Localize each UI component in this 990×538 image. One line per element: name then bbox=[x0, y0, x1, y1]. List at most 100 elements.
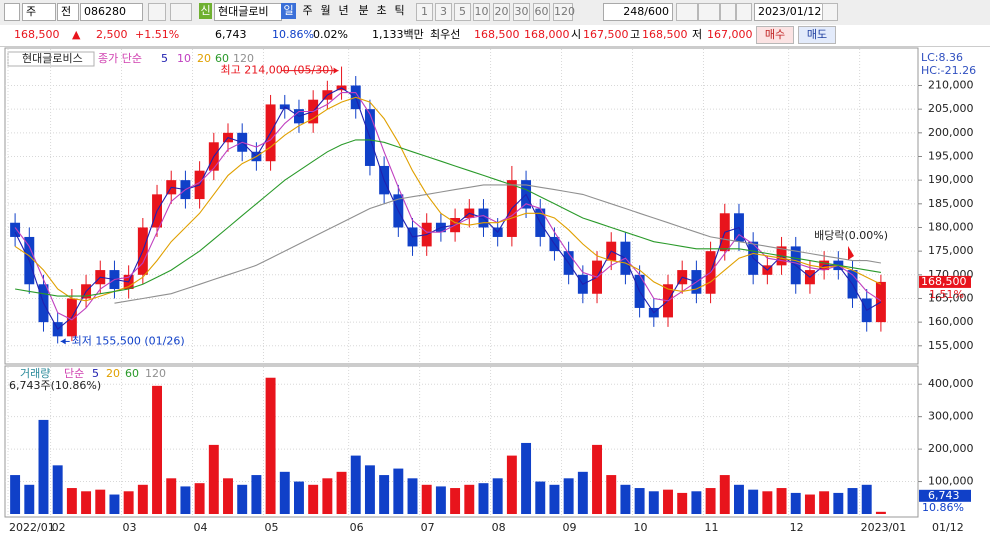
market-select[interactable]: 주 bbox=[22, 3, 56, 21]
interval-button[interactable]: 20 bbox=[493, 3, 510, 21]
volume-bar bbox=[833, 492, 844, 514]
low-annotation: 최저 155,500 (01/26) bbox=[72, 334, 185, 347]
legend-entry: 60 bbox=[215, 52, 229, 65]
volume-box-label: 6,743 bbox=[928, 489, 960, 502]
volume-bar bbox=[861, 484, 872, 514]
count-input[interactable]: 248/600 bbox=[603, 3, 673, 21]
volume-bar bbox=[450, 488, 461, 514]
legend-entry: 20 bbox=[197, 52, 211, 65]
legend-entry: 5 bbox=[161, 52, 168, 65]
x-tick-label: 03 bbox=[123, 521, 137, 534]
legend-entry: 120 bbox=[233, 52, 254, 65]
date-input[interactable]: 2023/01/12 bbox=[754, 3, 824, 21]
dividend-annotation: 배당락(0.00%) bbox=[814, 229, 888, 242]
y-tick-label: 200,000 bbox=[928, 442, 974, 455]
volume-bar bbox=[577, 471, 588, 514]
legend-title: 거래량 bbox=[20, 367, 50, 380]
prev-button[interactable]: 전 bbox=[57, 3, 79, 21]
best-label: 최우선 bbox=[430, 28, 461, 41]
y-tick-label: 185,000 bbox=[928, 197, 974, 210]
volume-bar bbox=[549, 484, 560, 514]
interval-button[interactable]: 5 bbox=[454, 3, 471, 21]
sound-button[interactable] bbox=[170, 3, 192, 21]
period-button[interactable]: 주 bbox=[302, 4, 313, 17]
y-tick-label: 300,000 bbox=[928, 410, 974, 423]
low-arrowhead bbox=[60, 338, 66, 345]
amount: 1,133백만 bbox=[372, 28, 424, 41]
volume-bar bbox=[634, 488, 645, 514]
tool-button[interactable] bbox=[698, 3, 720, 21]
code-input[interactable]: 086280 bbox=[80, 3, 143, 21]
y-tick-label: 160,000 bbox=[928, 315, 974, 328]
volume-bar bbox=[166, 478, 177, 514]
ask: 168,500 bbox=[474, 28, 520, 41]
volume-bar bbox=[123, 491, 134, 514]
volume-bar bbox=[804, 494, 815, 514]
volume-box bbox=[919, 489, 971, 502]
save-button[interactable] bbox=[720, 3, 736, 21]
period-button[interactable]: 초 bbox=[376, 4, 387, 17]
volume-bar bbox=[563, 478, 574, 514]
low-label: 저 bbox=[692, 28, 703, 41]
volume-bar bbox=[137, 484, 148, 514]
period-button[interactable]: 일 bbox=[281, 3, 296, 19]
volume-bar bbox=[875, 511, 886, 514]
period-button[interactable]: 월 bbox=[320, 4, 331, 17]
volume-bar bbox=[379, 475, 390, 514]
volume-bar bbox=[208, 444, 219, 514]
price-box bbox=[919, 275, 971, 288]
volume-bar bbox=[606, 475, 617, 514]
period-button[interactable]: 년 bbox=[338, 4, 349, 17]
interval-button[interactable]: 10 bbox=[473, 3, 490, 21]
search-button[interactable] bbox=[148, 3, 166, 21]
volume-bar bbox=[81, 491, 92, 514]
volume-bar bbox=[180, 486, 191, 514]
interval-button[interactable]: 120 bbox=[553, 3, 575, 21]
interval-button[interactable]: 3 bbox=[435, 3, 452, 21]
volume-bar bbox=[492, 478, 503, 514]
volume-bar bbox=[521, 442, 532, 514]
high-arrowhead bbox=[333, 67, 339, 74]
bid: 168,000 bbox=[524, 28, 570, 41]
sell-button[interactable]: 매도 bbox=[798, 26, 836, 44]
y-tick-label: 200,000 bbox=[928, 126, 974, 139]
volume-bar bbox=[322, 478, 333, 514]
tool-button[interactable] bbox=[676, 3, 698, 21]
volume-annotation: 6,743주(10.86%) bbox=[9, 379, 101, 392]
high-label: 고 bbox=[630, 28, 641, 41]
volume-bar bbox=[109, 494, 120, 514]
volume-bar bbox=[819, 491, 830, 514]
interval-button[interactable]: 1 bbox=[416, 3, 433, 21]
volume-bar bbox=[10, 475, 21, 514]
period-button[interactable]: 틱 bbox=[394, 4, 405, 17]
ma-line bbox=[14, 96, 882, 302]
volume-bar bbox=[66, 488, 77, 514]
x-tick-label: 06 bbox=[350, 521, 364, 534]
menu-icon[interactable] bbox=[4, 3, 20, 21]
volume-rate: 10.86% bbox=[272, 28, 314, 41]
change-label: 1.51% bbox=[929, 288, 964, 301]
high: 168,500 bbox=[642, 28, 688, 41]
volume-bar bbox=[847, 488, 858, 514]
volume-bar bbox=[336, 471, 347, 514]
buy-button[interactable]: 매수 bbox=[756, 26, 794, 44]
hc-label: HC:-21.26 bbox=[921, 64, 976, 77]
legend-title: 현대글로비스 bbox=[22, 52, 83, 65]
volume-bar bbox=[223, 478, 233, 514]
volume-bar bbox=[677, 492, 688, 514]
interval-button[interactable]: 30 bbox=[513, 3, 530, 21]
ma-line bbox=[14, 87, 882, 331]
y-tick-label: 205,000 bbox=[928, 102, 974, 115]
y-tick-label: 155,000 bbox=[928, 339, 974, 352]
period-button[interactable]: 분 bbox=[358, 4, 369, 17]
interval-button[interactable]: 60 bbox=[533, 3, 550, 21]
y-tick-label: 100,000 bbox=[928, 475, 974, 488]
ma-line bbox=[114, 184, 881, 304]
volume-bar bbox=[308, 484, 319, 514]
volume-bar bbox=[592, 444, 602, 514]
settings-button[interactable] bbox=[736, 3, 752, 21]
change-arrow: ▲ bbox=[72, 28, 81, 41]
calendar-button[interactable] bbox=[822, 3, 838, 21]
